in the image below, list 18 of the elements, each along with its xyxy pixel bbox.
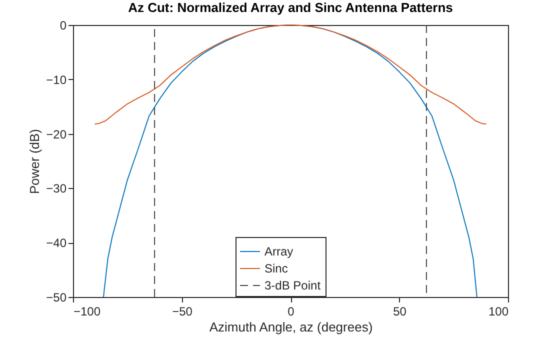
legend-label: Array — [264, 244, 294, 258]
legend-label: 3-dB Point — [264, 278, 322, 292]
x-axis-title: Azimuth Angle, az (degrees) — [209, 320, 373, 334]
x-tick-label: −50 — [172, 304, 193, 318]
x-tick-label: 100 — [488, 304, 509, 318]
y-tick-label: −30 — [46, 182, 67, 196]
x-tick-label: 50 — [393, 304, 407, 318]
y-axis-title: Power (dB) — [27, 128, 42, 194]
chart-title: Az Cut: Normalized Array and Sinc Antenna Patterns — [128, 0, 453, 15]
y-tick-label: 0 — [60, 18, 67, 32]
x-tick-label: −100 — [74, 304, 101, 318]
y-tick-label: −40 — [46, 236, 67, 250]
x-tick-label: 0 — [288, 304, 295, 318]
line-series — [94, 24, 487, 125]
y-tick-label: −10 — [46, 72, 67, 87]
y-tick-label: −20 — [46, 127, 67, 142]
y-tick-label: −50 — [46, 290, 67, 304]
legend-label: Sinc — [264, 262, 288, 276]
